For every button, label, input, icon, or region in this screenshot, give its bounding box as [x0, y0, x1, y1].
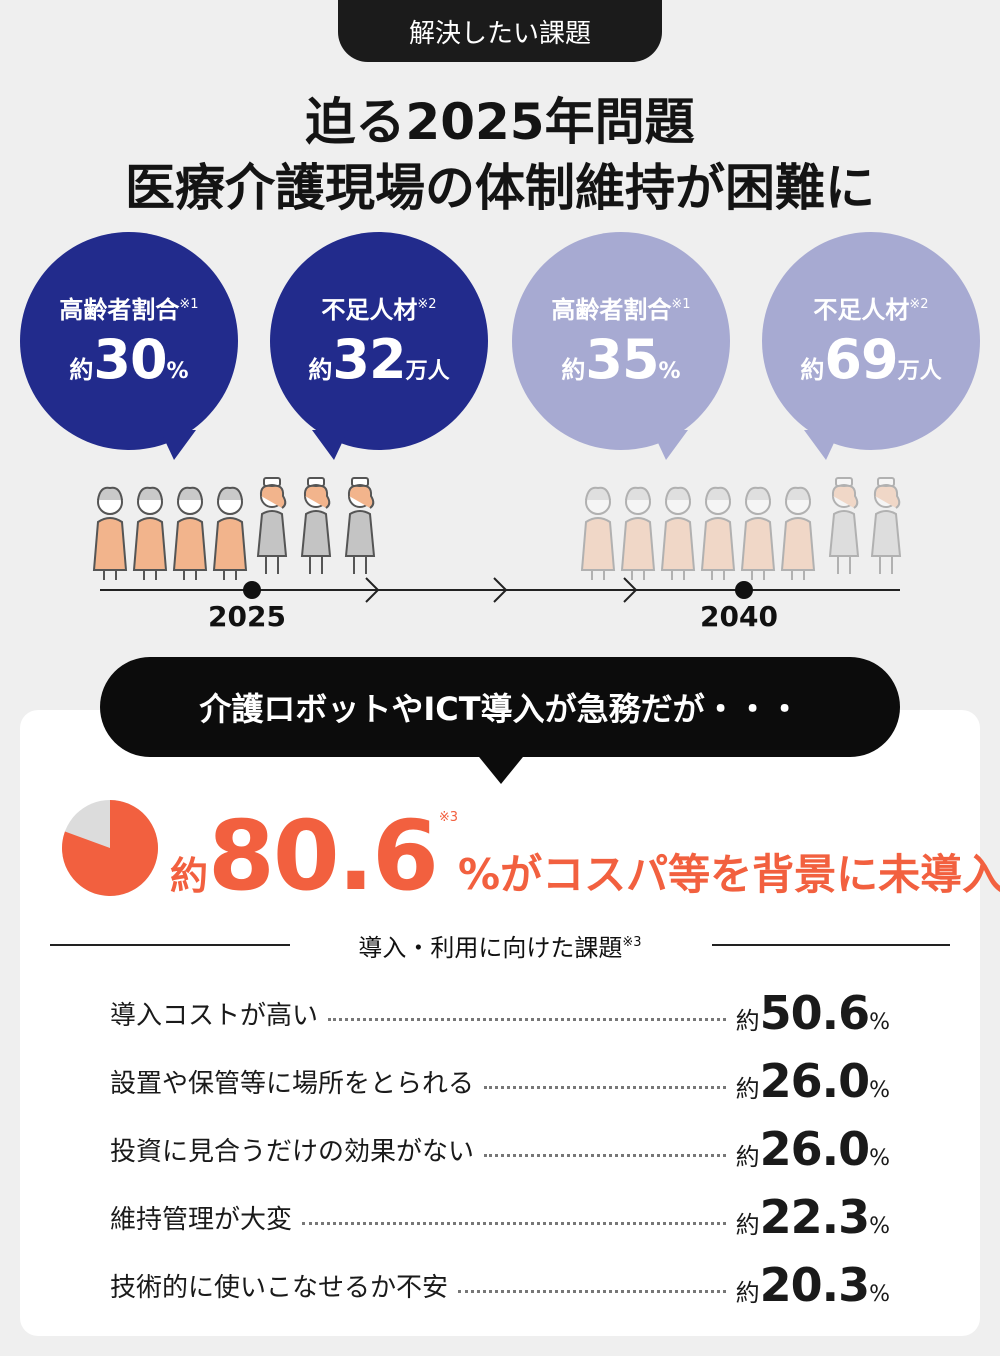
issue-row: 維持管理が大変 約22.3% [110, 1190, 890, 1244]
bubble-tail [804, 430, 840, 460]
issue-prefix: 約 [735, 1007, 760, 1035]
issue-unit: % [869, 1078, 890, 1103]
issue-label: 技術的に使いこなせるか不安 [110, 1272, 449, 1303]
highlight-rest: %がコスパ等を背景に未導入 [458, 850, 1000, 899]
bubble-value: 69 [824, 328, 898, 391]
bubble-note: ※2 [417, 297, 437, 312]
issue-row: 投資に見合うだけの効果がない 約26.0% [110, 1122, 890, 1176]
timeline-dot-2025 [243, 581, 261, 599]
section-tag: 解決したい課題 [338, 0, 662, 62]
dot-leader [302, 1221, 726, 1225]
bubble-2025-elderly-ratio: 高齢者割合※1 約30% [20, 232, 238, 450]
issue-value: 26.0 [759, 1122, 870, 1176]
people-2025 [93, 477, 375, 581]
issue-value: 50.6 [759, 986, 870, 1040]
dot-leader [484, 1153, 726, 1157]
headline-line1: 迫る2025年問題 [305, 93, 695, 151]
issue-label: 導入コストが高い [110, 1000, 319, 1031]
issues-heading-note: ※3 [622, 935, 642, 950]
highlight-prefix: 約 [170, 854, 209, 898]
dot-leader [484, 1085, 726, 1089]
bubble-label: 高齢者割合 [551, 296, 672, 324]
year-end: 2040 [700, 600, 778, 633]
highlight-stat: 約80.6 ※3 %がコスパ等を背景に未導入 [170, 800, 1000, 912]
headline-line2: 医療介護現場の体制維持が困難に [125, 159, 875, 217]
bubble-note: ※2 [909, 297, 929, 312]
issue-label: 維持管理が大変 [110, 1204, 293, 1235]
banner: 介護ロボットやICT導入が急務だが・・・ [100, 657, 900, 757]
issue-row: 導入コストが高い 約50.6% [110, 986, 890, 1040]
pie-chart-icon [62, 800, 159, 896]
issue-unit: % [869, 1146, 890, 1171]
highlight-value: 80.6 [208, 800, 439, 912]
highlight-note: ※3 [438, 810, 459, 825]
bubble-label: 不足人材 [321, 296, 418, 324]
issue-label: 設置や保管等に場所をとられる [110, 1068, 475, 1099]
dot-leader [458, 1289, 726, 1293]
issue-label: 投資に見合うだけの効果がない [110, 1136, 475, 1167]
bubble-value: 30 [93, 328, 167, 391]
banner-tail [475, 752, 527, 784]
dot-leader [328, 1017, 726, 1021]
bubble-label: 高齢者割合 [59, 296, 180, 324]
bubble-value: 35 [585, 328, 659, 391]
issues-heading-text: 導入・利用に向けた課題 [358, 934, 623, 962]
bubble-tail [312, 430, 348, 460]
issue-unit: % [869, 1010, 890, 1035]
bubble-prefix: 約 [308, 356, 333, 384]
bubble-value: 32 [332, 328, 406, 391]
bubble-2025-staff-shortage: 不足人材※2 約32万人 [270, 232, 488, 450]
issue-prefix: 約 [735, 1279, 760, 1307]
chevron-right-icon [623, 577, 638, 603]
bubble-note: ※1 [179, 297, 199, 312]
issue-prefix: 約 [735, 1075, 760, 1103]
bubble-prefix: 約 [69, 356, 94, 384]
chevron-right-icon [365, 577, 380, 603]
pie-slice [62, 800, 159, 896]
issue-unit: % [869, 1214, 890, 1239]
issue-percentage: 約50.6% [736, 986, 890, 1040]
bubble-unit: 万人 [897, 359, 942, 384]
people-2040 [581, 477, 901, 581]
issue-row: 設置や保管等に場所をとられる 約26.0% [110, 1054, 890, 1108]
bubble-2040-elderly-ratio: 高齢者割合※1 約35% [512, 232, 730, 450]
divider-left [50, 944, 290, 946]
year-start: 2025 [208, 600, 286, 633]
timeline-dot-2040 [735, 581, 753, 599]
bubble-tail [652, 430, 688, 460]
issue-value: 26.0 [759, 1054, 870, 1108]
issue-value: 20.3 [759, 1258, 870, 1312]
bubble-prefix: 約 [561, 356, 586, 384]
bubble-unit: 万人 [405, 359, 450, 384]
issue-percentage: 約26.0% [736, 1054, 890, 1108]
bubble-tail [160, 430, 196, 460]
issue-unit: % [869, 1282, 890, 1307]
issue-percentage: 約26.0% [736, 1122, 890, 1176]
people-timeline-illustration [93, 477, 901, 603]
issue-prefix: 約 [735, 1211, 760, 1239]
bubble-prefix: 約 [800, 356, 825, 384]
issues-card [20, 710, 980, 1336]
bubble-label: 不足人材 [813, 296, 910, 324]
bubble-note: ※1 [671, 297, 691, 312]
issue-value: 22.3 [759, 1190, 870, 1244]
issue-prefix: 約 [735, 1143, 760, 1171]
chevron-right-icon [493, 577, 508, 603]
issue-percentage: 約20.3% [736, 1258, 890, 1312]
issue-row: 技術的に使いこなせるか不安 約20.3% [110, 1258, 890, 1312]
issue-percentage: 約22.3% [736, 1190, 890, 1244]
bubble-unit: % [166, 359, 189, 384]
bubble-unit: % [658, 359, 681, 384]
divider-right [712, 944, 950, 946]
issues-heading: 導入・利用に向けた課題※3 [0, 928, 1000, 963]
bubble-2040-staff-shortage: 不足人材※2 約69万人 [762, 232, 980, 450]
